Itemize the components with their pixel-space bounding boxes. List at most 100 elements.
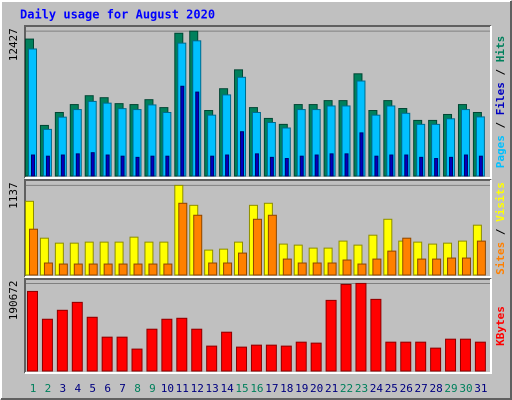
bar — [295, 341, 307, 372]
x-tick-label: 8 — [134, 382, 141, 395]
bar — [71, 301, 83, 372]
bar — [387, 250, 397, 276]
bar — [120, 155, 125, 177]
bar — [461, 257, 471, 276]
bar — [135, 156, 140, 177]
bar — [280, 345, 292, 372]
bar — [105, 154, 110, 177]
legend: Pages / Files / Hits — [494, 36, 507, 169]
legend: Sites / Visits — [494, 182, 507, 275]
bar — [60, 154, 65, 177]
panel-light — [25, 180, 492, 278]
bar — [45, 155, 50, 177]
bar — [445, 338, 457, 372]
chart-title: Daily usage for August 2020 — [20, 8, 215, 22]
x-tick-label: 22 — [340, 382, 353, 395]
bar — [402, 237, 412, 276]
bar — [195, 91, 200, 177]
bar — [90, 152, 95, 177]
legend-entry: Pages — [494, 135, 507, 168]
bar — [297, 262, 307, 276]
legend-entry: Files — [494, 82, 507, 115]
bar — [359, 132, 364, 177]
bar — [56, 309, 68, 372]
bar — [238, 252, 248, 276]
bar — [476, 240, 486, 276]
x-tick-label: 14 — [220, 382, 234, 395]
bar — [310, 342, 322, 372]
x-tick-label: 16 — [250, 382, 263, 395]
x-tick-label: 27 — [415, 382, 428, 395]
x-tick-label: 29 — [444, 382, 457, 395]
bar — [163, 263, 173, 276]
bar — [86, 316, 98, 372]
bar — [58, 263, 68, 276]
x-tick-label: 4 — [74, 382, 81, 395]
bar — [370, 298, 382, 372]
x-tick-label: 7 — [119, 382, 126, 395]
bar — [43, 262, 53, 276]
bar — [73, 263, 83, 276]
bar — [314, 154, 319, 177]
bar — [269, 156, 274, 177]
x-tick-label: 1 — [30, 382, 37, 395]
bar — [325, 299, 337, 372]
bar — [389, 154, 394, 177]
bar — [265, 344, 277, 372]
bar — [449, 156, 454, 177]
bar — [282, 258, 292, 276]
bar — [478, 155, 483, 177]
bar — [29, 228, 38, 276]
bar — [344, 153, 349, 177]
x-tick-label: 28 — [429, 382, 442, 395]
bar — [148, 263, 158, 276]
bar — [176, 317, 188, 372]
x-tick-label: 17 — [265, 382, 278, 395]
panel-dark — [24, 278, 491, 373]
y-tick-label: 12427 — [7, 28, 20, 61]
x-tick-label: 10 — [161, 382, 174, 395]
bar — [221, 331, 233, 372]
x-tick-label: 6 — [104, 382, 111, 395]
legend-separator: / — [494, 222, 507, 242]
bar — [118, 263, 128, 276]
bar — [430, 347, 442, 372]
bar — [131, 348, 143, 372]
bar — [329, 153, 334, 177]
bar — [385, 341, 397, 372]
bar — [116, 336, 128, 372]
bar — [27, 290, 38, 372]
bar — [419, 156, 424, 177]
panel-light — [25, 279, 492, 374]
bar — [417, 258, 427, 276]
bar — [254, 153, 259, 177]
bar — [208, 262, 218, 276]
legend-entry: Visits — [494, 182, 507, 222]
bar — [340, 283, 352, 372]
bar — [284, 158, 289, 177]
bar — [180, 85, 185, 177]
bar — [327, 262, 337, 276]
bar — [236, 346, 248, 372]
x-tick-label: 3 — [60, 382, 67, 395]
bar — [178, 202, 188, 276]
bar — [374, 155, 379, 177]
bar — [31, 154, 35, 177]
bar — [146, 328, 158, 372]
x-tick-label: 5 — [89, 382, 96, 395]
bar — [299, 155, 304, 177]
bar — [474, 341, 486, 372]
bar — [223, 262, 233, 276]
x-tick-label: 12 — [191, 382, 204, 395]
x-tick-label: 26 — [400, 382, 413, 395]
bar — [165, 155, 170, 177]
bar — [133, 263, 143, 276]
x-tick-label: 21 — [325, 382, 338, 395]
bar — [88, 263, 98, 276]
legend-separator: / — [494, 62, 507, 82]
legend-entry: Hits — [494, 36, 507, 63]
x-tick-label: 18 — [280, 382, 293, 395]
